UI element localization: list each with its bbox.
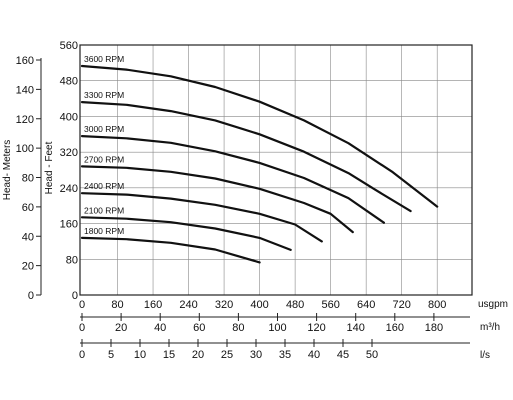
m3h-tick-label: 60 bbox=[193, 322, 205, 334]
usgpm-tick-label: 720 bbox=[393, 299, 411, 311]
head-feet-tick-label: 160 bbox=[60, 219, 78, 231]
head-meters-tick-label: 120 bbox=[16, 114, 34, 126]
m3h-tick-label: 100 bbox=[268, 322, 286, 334]
ls-tick-label: 15 bbox=[163, 349, 175, 361]
curve-line bbox=[80, 236, 261, 264]
ls-tick-label: 25 bbox=[221, 349, 233, 361]
series-label: 2700 RPM bbox=[84, 154, 124, 164]
usgpm-tick-label: 560 bbox=[321, 299, 339, 311]
curve-line bbox=[80, 101, 412, 213]
curve-line bbox=[80, 192, 323, 243]
head-feet-tick-label: 480 bbox=[60, 76, 78, 88]
head-meters-label: Head- Meters bbox=[2, 140, 13, 201]
head-feet-tick-label: 240 bbox=[60, 183, 78, 195]
head-feet-label: Head - Feet bbox=[44, 141, 55, 194]
usgpm-label: usgpm bbox=[478, 299, 508, 310]
head-meters-tick-label: 60 bbox=[22, 202, 34, 214]
m3h-tick-label: 20 bbox=[115, 322, 127, 334]
ls-tick-label: 30 bbox=[250, 349, 262, 361]
head-meters-tick-label: 140 bbox=[16, 84, 34, 96]
curve-line bbox=[80, 135, 385, 224]
ls-label: l/s bbox=[480, 350, 490, 361]
series-label: 3600 RPM bbox=[84, 54, 124, 64]
ls-tick-label: 0 bbox=[79, 349, 85, 361]
head-meters-axis: 0 20 40 60 80 100 120 140 160 bbox=[16, 55, 42, 302]
m3h-tick-label: 140 bbox=[347, 322, 365, 334]
m3h-label: m³/h bbox=[480, 322, 500, 333]
head-meters-tick-label: 20 bbox=[22, 261, 34, 273]
series-label: 3000 RPM bbox=[84, 124, 124, 134]
m3h-tick-label: 160 bbox=[386, 322, 404, 334]
head-feet-tick-label: 80 bbox=[66, 254, 78, 266]
usgpm-tick-label: 160 bbox=[144, 299, 162, 311]
m3h-tick-label: 120 bbox=[307, 322, 325, 334]
head-meters-tick-label: 100 bbox=[16, 143, 34, 155]
head-meters-tick-label: 80 bbox=[22, 173, 34, 185]
ls-tick-label: 20 bbox=[192, 349, 204, 361]
head-feet-tick-label: 0 bbox=[72, 290, 78, 302]
m3h-tick-label: 40 bbox=[154, 322, 166, 334]
head-meters-tick-label: 160 bbox=[16, 55, 34, 67]
head-feet-tick-label: 560 bbox=[60, 40, 78, 52]
ls-tick-label: 10 bbox=[134, 349, 146, 361]
head-feet-tick-label: 320 bbox=[60, 147, 78, 159]
head-meters-tick-label: 0 bbox=[28, 290, 34, 302]
series-label: 2100 RPM bbox=[84, 205, 124, 215]
ls-tick-label: 50 bbox=[366, 349, 378, 361]
m3h-tick-label: 80 bbox=[232, 322, 244, 334]
ls-tick-label: 5 bbox=[108, 349, 114, 361]
curve-line bbox=[80, 64, 439, 208]
head-meters-tick-label: 40 bbox=[22, 231, 34, 243]
usgpm-tick-label: 800 bbox=[428, 299, 446, 311]
usgpm-tick-label: 240 bbox=[179, 299, 197, 311]
head-feet-tick-label: 400 bbox=[60, 111, 78, 123]
usgpm-tick-label: 0 bbox=[79, 299, 85, 311]
usgpm-tick-label: 480 bbox=[286, 299, 304, 311]
usgpm-tick-label: 80 bbox=[111, 299, 123, 311]
series-label: 3300 RPM bbox=[84, 90, 124, 100]
usgpm-tick-label: 640 bbox=[357, 299, 375, 311]
curves: 3600 RPM 3300 RPM 3000 RPM 2700 RPM 2400 RPM… bbox=[80, 54, 439, 264]
ls-tick-label: 40 bbox=[308, 349, 320, 361]
m3h-tick-label: 180 bbox=[425, 322, 443, 334]
plot-frame bbox=[79, 44, 473, 296]
usgpm-tick-label: 400 bbox=[250, 299, 268, 311]
series-label: 2400 RPM bbox=[84, 181, 124, 191]
ls-tick-label: 35 bbox=[279, 349, 291, 361]
ls-tick-label: 45 bbox=[337, 349, 349, 361]
usgpm-tick-label: 320 bbox=[215, 299, 233, 311]
curve-line bbox=[80, 216, 292, 251]
head-feet-ticks: 0 80 160 240 320 400 480 560 bbox=[60, 40, 78, 302]
m3h-tick-label: 0 bbox=[79, 322, 85, 334]
grid bbox=[80, 45, 472, 295]
curve-line bbox=[80, 165, 354, 234]
series-label: 1800 RPM bbox=[84, 226, 124, 236]
